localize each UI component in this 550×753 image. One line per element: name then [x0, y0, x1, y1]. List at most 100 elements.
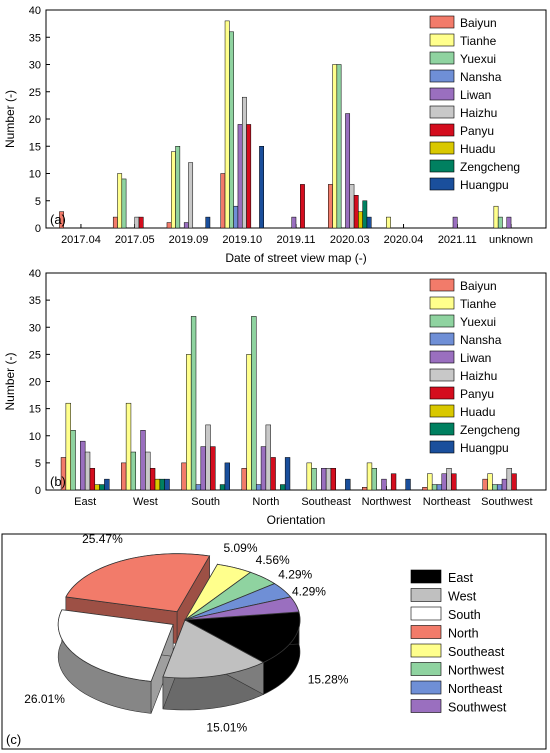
y-tick-label: 0 — [35, 485, 41, 497]
pie-percent-label-east: 15.28% — [308, 673, 349, 687]
legend-swatch-nansha — [429, 332, 455, 346]
bar-huadu-east — [94, 484, 100, 491]
bar-yuexui-north — [251, 316, 257, 491]
bar-tianhe-2019-10 — [224, 20, 230, 229]
bar-haizhu-north — [265, 424, 271, 491]
legend-swatch-liwan — [429, 87, 455, 101]
legend-swatch-huadu — [429, 141, 455, 155]
bar-yuexui-southwest — [492, 484, 498, 491]
pie-slice-north — [65, 553, 211, 613]
pie-legend-swatch-south — [410, 606, 442, 621]
bar-yuexui-west — [130, 451, 137, 491]
bar-yuexui-2019-10 — [229, 31, 234, 229]
y-tick-label: 25 — [29, 87, 41, 99]
legend-swatch-panyu — [429, 386, 455, 400]
legend: Baiyun Tianhe Yuexui Nansha Liwan Haizhu Panyu… — [429, 15, 520, 192]
pie-legend-swatch-north — [410, 625, 442, 639]
legend-swatch-baiyun — [429, 15, 455, 29]
legend-swatch-panyu — [429, 123, 455, 137]
bar-huangpu-west — [164, 478, 170, 491]
bar-baiyun-2019-10 — [220, 173, 226, 229]
pie-legend-label-north: North — [448, 627, 479, 641]
bar-yuexui-2017-05 — [121, 178, 127, 229]
bar-haizhu-southeast — [325, 468, 332, 491]
bar-yuexui-southeast — [311, 468, 317, 491]
panel-label: (a) — [50, 212, 66, 227]
x-tick-label-southeast: Southeast — [301, 496, 351, 508]
y-tick-label: 30 — [29, 60, 41, 72]
x-tick-label-southwest: Southwest — [481, 496, 532, 508]
bar-yuexui-northeast — [431, 484, 438, 491]
pie-legend-label-south: South — [448, 608, 481, 622]
legend-swatch-yuexui — [429, 314, 455, 328]
pie-slice-east — [183, 611, 301, 663]
x-tick-label-2019-09: 2019.09 — [169, 234, 209, 246]
x-tick-label-unknown: unknown — [489, 234, 533, 246]
legend-label-zengcheng: Zengcheng — [460, 160, 520, 174]
bar-huangpu-southeast — [345, 478, 351, 491]
bar-liwan-east — [80, 440, 86, 491]
bar-zengcheng-south — [219, 484, 226, 491]
bar-zengcheng-west — [159, 478, 165, 491]
bar-baiyun-northeast — [422, 487, 428, 491]
bar-liwan-unknown — [506, 216, 512, 229]
legend-label-haizhu: Haizhu — [460, 106, 497, 120]
bar-tianhe-southeast — [306, 462, 312, 491]
legend-label-nansha: Nansha — [460, 70, 502, 84]
bar-liwan-2019-11 — [291, 216, 297, 229]
pie-legend-swatch-southwest — [410, 699, 442, 713]
x-tick-label-2017-04: 2017.04 — [61, 234, 101, 246]
bar-nansha-north — [255, 484, 262, 491]
pie-slice-west — [162, 619, 265, 679]
bar-panyu-west — [149, 468, 156, 491]
bar-panyu-northeast — [451, 473, 457, 491]
bar-baiyun-south — [181, 462, 187, 491]
pie-legend-label-southeast: Southeast — [448, 645, 505, 659]
bar-haizhu-2019-09 — [188, 162, 194, 229]
bar-nansha-2019-10 — [233, 205, 239, 229]
legend-swatch-liwan — [429, 350, 455, 364]
legend-label-baiyun: Baiyun — [460, 279, 497, 293]
pie-slice-northwest — [184, 571, 276, 621]
bar-yuexui-east — [70, 430, 76, 491]
y-tick-label: 35 — [29, 295, 41, 307]
bar-huadu-2020-03 — [358, 211, 363, 229]
y-tick-label: 30 — [29, 322, 41, 334]
y-tick-label: 20 — [29, 377, 41, 389]
bar-nansha-northeast — [436, 484, 443, 491]
pie-legend-label-east: East — [448, 571, 474, 585]
bar-tianhe-2020-03 — [332, 64, 338, 229]
legend: Baiyun Tianhe Yuexui Nansha Liwan Haizhu Panyu… — [429, 278, 520, 455]
bar-tianhe-unknown — [493, 205, 499, 229]
bar-haizhu-east — [84, 451, 91, 491]
y-tick-label: 15 — [29, 141, 41, 153]
pie-legend-label-northwest: Northwest — [448, 664, 505, 678]
pie-percent-label-southeast: 5.09% — [224, 541, 258, 555]
bar-baiyun-2017-04 — [59, 211, 64, 229]
legend-swatch-haizhu — [429, 368, 455, 382]
bar-liwan-2019-10 — [237, 124, 243, 229]
legend-swatch-huadu — [429, 404, 455, 418]
bar-yuexui-2019-09 — [175, 146, 181, 229]
x-tick-label-2017-05: 2017.05 — [115, 234, 155, 246]
pie-slice-south — [57, 609, 174, 682]
pie-legend-label-southwest: Southwest — [448, 701, 507, 715]
bar-panyu-north — [270, 457, 276, 491]
bar-yuexui-northwest — [371, 468, 377, 491]
bar-panyu-east — [89, 468, 96, 491]
bar-liwan-southwest — [501, 478, 508, 491]
legend-swatch-zengcheng — [429, 422, 455, 436]
panel-b-orientation-bar-chart: 0 5 10 15 20 25 30 35 40 Number (-) East West South N… — [3, 268, 547, 527]
pie-slice-southwest — [184, 596, 300, 621]
legend-label-yuexui: Yuexui — [460, 315, 496, 329]
pie-legend: East West South North Southeast Northwest Nort… — [410, 569, 507, 715]
bar-huangpu-northwest — [405, 478, 411, 491]
bar-panyu-2019-11 — [300, 184, 305, 229]
legend-label-huangpu: Huangpu — [460, 178, 509, 192]
y-tick-label: 5 — [35, 458, 41, 470]
y-tick-label: 5 — [35, 196, 41, 208]
legend-swatch-huangpu — [429, 177, 455, 191]
bar-panyu-south — [210, 446, 216, 491]
bar-tianhe-north — [246, 354, 252, 491]
bar-zengcheng-north — [280, 484, 286, 491]
